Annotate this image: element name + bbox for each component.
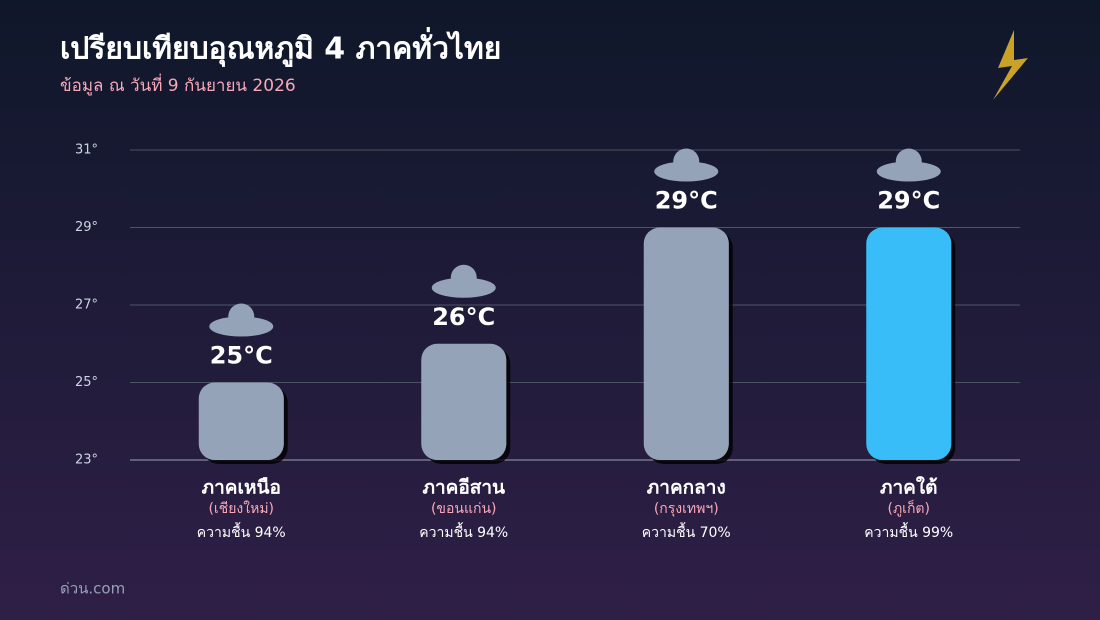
x-tick-label: ภาคกลาง [647, 477, 726, 499]
chart-subtitle: ข้อมูล ณ วันที่ 9 กันยายน 2026 [60, 73, 296, 96]
bar [866, 227, 952, 460]
bar [643, 227, 729, 460]
y-tick-label: 31° [75, 143, 98, 158]
y-tick-label: 25° [75, 375, 98, 390]
y-tick-label: 29° [75, 220, 98, 235]
cloud-icon [654, 148, 719, 182]
chart-title: เปรียบเทียบอุณหภูมิ 4 ภาคทั่วไทย [60, 27, 501, 68]
value-label: 25°C [210, 342, 273, 370]
bar [198, 382, 284, 460]
city-label: (เชียงใหม่) [208, 500, 274, 517]
city-label: (ภูเก็ต) [887, 499, 930, 517]
y-tick-label: 27° [75, 298, 98, 313]
value-label: 29°C [877, 187, 940, 215]
city-label: (ขอนแก่น) [431, 501, 497, 517]
humidity-label: ความชื้น 94% [197, 522, 286, 541]
source: ด่วน.com [60, 580, 125, 598]
cloud-icon [209, 303, 274, 337]
cloud-part [209, 316, 274, 337]
y-tick-label: 23° [75, 453, 98, 468]
x-tick-label: ภาคอีสาน [422, 477, 505, 499]
cloud-part [654, 161, 719, 182]
x-tick-label: ภาคใต้ [880, 476, 938, 499]
cloud-icon [431, 264, 496, 298]
lightning-icon [993, 30, 1028, 100]
cloud-icon [876, 148, 941, 182]
city-label: (กรุงเทพฯ) [654, 501, 719, 517]
x-tick-label: ภาคเหนือ [202, 477, 281, 499]
humidity-label: ความชื้น 70% [642, 522, 731, 541]
humidity-label: ความชื้น 99% [864, 522, 953, 541]
humidity-label: ความชื้น 94% [419, 522, 508, 541]
value-label: 26°C [432, 303, 495, 331]
value-label: 29°C [655, 187, 718, 215]
cloud-part [431, 277, 496, 298]
bar [421, 343, 507, 460]
cloud-part [876, 161, 941, 182]
